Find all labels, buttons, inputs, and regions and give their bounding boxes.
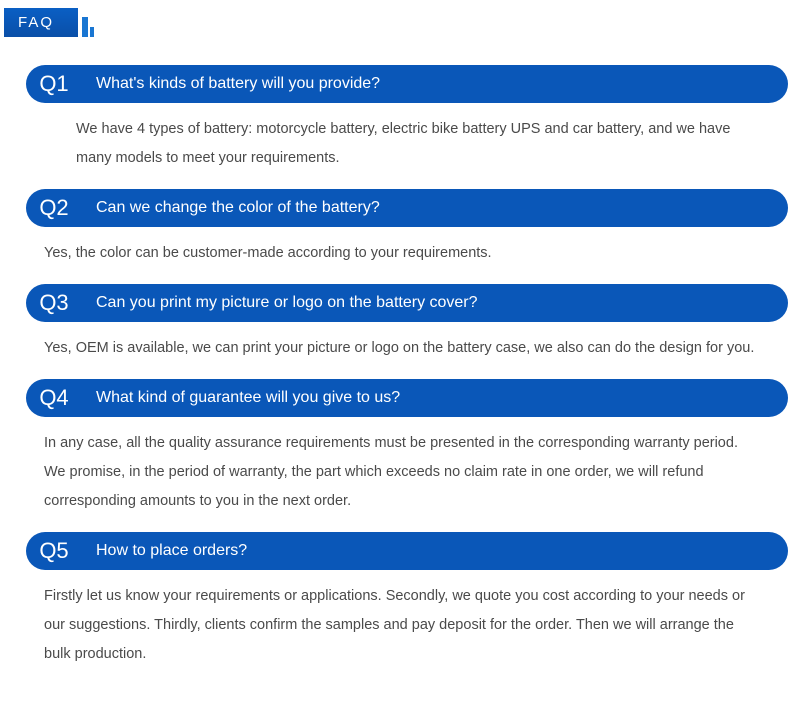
faq-question-row: Q2 Can we change the color of the batter… — [26, 189, 788, 227]
faq-question-number: Q3 — [26, 284, 82, 322]
faq-list: Q1 What's kinds of battery will you prov… — [0, 65, 800, 677]
faq-question-text: What's kinds of battery will you provide… — [82, 65, 788, 103]
faq-question-number: Q2 — [26, 189, 82, 227]
faq-question-number: Q1 — [26, 65, 82, 103]
faq-question-text: Can we change the color of the battery? — [82, 189, 788, 227]
faq-header-decor — [82, 8, 94, 37]
faq-answer-text: Yes, OEM is available, we can print your… — [0, 322, 780, 371]
faq-question-row: Q1 What's kinds of battery will you prov… — [26, 65, 788, 103]
faq-item: Q4 What kind of guarantee will you give … — [0, 379, 800, 524]
faq-answer-text: Firstly let us know your requirements or… — [0, 570, 780, 677]
faq-answer-text: In any case, all the quality assurance r… — [0, 417, 780, 524]
faq-question-row: Q3 Can you print my picture or logo on t… — [26, 284, 788, 322]
faq-question-text: What kind of guarantee will you give to … — [82, 379, 788, 417]
faq-question-text: Can you print my picture or logo on the … — [82, 284, 788, 322]
faq-answer-text: We have 4 types of battery: motorcycle b… — [0, 103, 780, 181]
faq-item: Q2 Can we change the color of the batter… — [0, 189, 800, 276]
faq-item: Q5 How to place orders? Firstly let us k… — [0, 532, 800, 677]
faq-question-number: Q5 — [26, 532, 82, 570]
decor-bar-icon — [90, 27, 94, 37]
faq-question-number: Q4 — [26, 379, 82, 417]
faq-item: Q3 Can you print my picture or logo on t… — [0, 284, 800, 371]
faq-question-text: How to place orders? — [82, 532, 788, 570]
faq-answer-text: Yes, the color can be customer-made acco… — [0, 227, 780, 276]
faq-question-row: Q5 How to place orders? — [26, 532, 788, 570]
faq-question-row: Q4 What kind of guarantee will you give … — [26, 379, 788, 417]
faq-title: FAQ — [4, 8, 78, 37]
decor-bar-icon — [82, 17, 88, 37]
faq-item: Q1 What's kinds of battery will you prov… — [0, 65, 800, 181]
faq-header: FAQ — [4, 8, 94, 37]
